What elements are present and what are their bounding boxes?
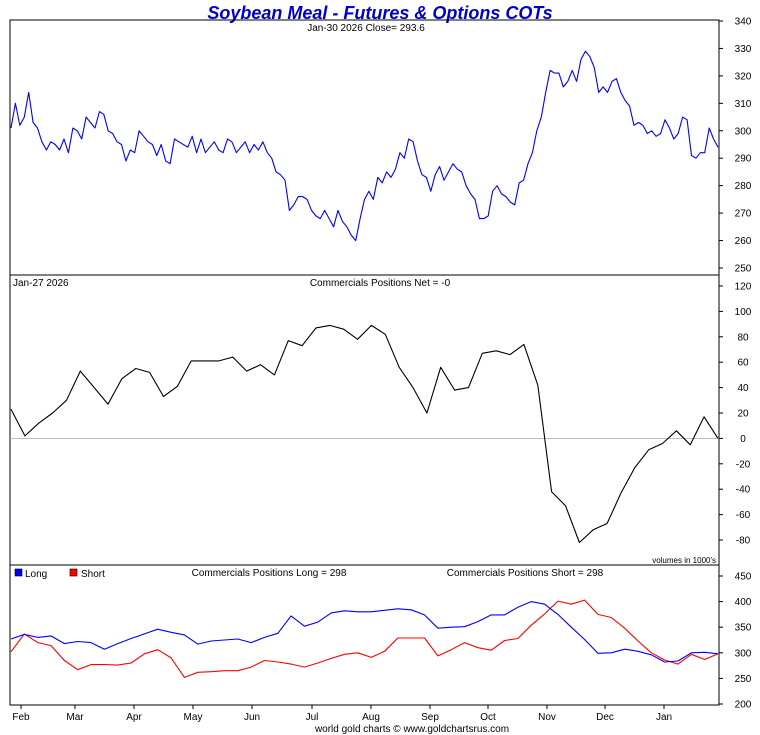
chart-dynamic-layer: 250 260 270 280 290 300 310 320 330 340 -80 -60 -40 -… bbox=[10, 17, 752, 723]
net-ytick-label: 100 bbox=[735, 307, 752, 318]
net-ytick-label: 120 bbox=[735, 282, 752, 293]
price-ytick-label: 340 bbox=[735, 17, 752, 28]
short-series-line bbox=[10, 599, 719, 678]
ls-ytick-label: 450 bbox=[735, 572, 752, 583]
net-ytick-label: -40 bbox=[736, 485, 751, 496]
ls-ytick-label: 350 bbox=[735, 623, 752, 634]
x-month-label: Apr bbox=[126, 712, 142, 723]
legend-long-swatch bbox=[14, 568, 23, 577]
legend-short-swatch bbox=[69, 568, 78, 577]
price-ytick-label: 300 bbox=[735, 126, 752, 137]
net-ytick-label: 20 bbox=[737, 409, 749, 420]
longshort-panel-frame bbox=[9, 564, 720, 706]
net-ytick-label: 0 bbox=[740, 434, 746, 445]
long-panel-label: Commercials Positions Long = 298 bbox=[192, 568, 347, 579]
volumes-note: volumes in 1000's bbox=[652, 556, 716, 565]
price-ytick-label: 280 bbox=[735, 181, 752, 192]
net-date-label: Jan-27 2026 bbox=[13, 278, 69, 289]
legend-short-label: Short bbox=[81, 569, 105, 580]
price-panel-frame bbox=[9, 19, 720, 276]
x-month-label: Jun bbox=[244, 712, 260, 723]
price-ytick-label: 260 bbox=[735, 236, 752, 247]
price-ytick-label: 320 bbox=[735, 71, 752, 82]
net-ytick-label: 80 bbox=[737, 332, 749, 343]
net-panel-frame bbox=[9, 274, 720, 566]
ls-ytick-label: 200 bbox=[735, 700, 752, 711]
net-ytick-label: -60 bbox=[736, 510, 751, 521]
x-month-label: Nov bbox=[538, 712, 556, 723]
price-ytick-label: 250 bbox=[735, 264, 752, 275]
ls-ytick-label: 300 bbox=[735, 648, 752, 659]
price-ytick-label: 310 bbox=[735, 99, 752, 110]
net-ytick-label: -80 bbox=[736, 536, 751, 547]
short-panel-label: Commercials Positions Short = 298 bbox=[447, 568, 604, 579]
x-month-label: Dec bbox=[596, 712, 614, 723]
x-month-label: Aug bbox=[362, 712, 380, 723]
x-month-label: May bbox=[184, 712, 203, 723]
x-month-label: Sep bbox=[421, 712, 439, 723]
price-ytick-label: 290 bbox=[735, 154, 752, 165]
ls-ytick-label: 400 bbox=[735, 597, 752, 608]
legend-long-label: Long bbox=[25, 569, 47, 580]
x-month-label: Jan bbox=[656, 712, 672, 723]
net-ytick-label: -20 bbox=[736, 459, 751, 470]
long-series-line bbox=[10, 601, 719, 663]
net-series-line bbox=[10, 324, 719, 544]
x-month-label: Mar bbox=[66, 712, 84, 723]
footer-credit: world gold charts © www.goldchartsrus.co… bbox=[314, 724, 509, 735]
x-month-label: Jul bbox=[306, 712, 319, 723]
price-ytick-label: 330 bbox=[735, 44, 752, 55]
x-month-label: Oct bbox=[480, 712, 496, 723]
chart-title: Soybean Meal - Futures & Options COTs bbox=[207, 3, 552, 23]
net-ytick-label: 40 bbox=[737, 383, 749, 394]
price-ytick-label: 270 bbox=[735, 209, 752, 220]
net-ytick-label: 60 bbox=[737, 358, 749, 369]
net-panel-label: Commercials Positions Net = -0 bbox=[310, 278, 451, 289]
x-month-label: Feb bbox=[12, 712, 30, 723]
price-series-line bbox=[10, 50, 719, 242]
price-panel-label: Jan-30 2026 Close= 293.6 bbox=[307, 23, 425, 34]
ls-ytick-label: 250 bbox=[735, 674, 752, 685]
